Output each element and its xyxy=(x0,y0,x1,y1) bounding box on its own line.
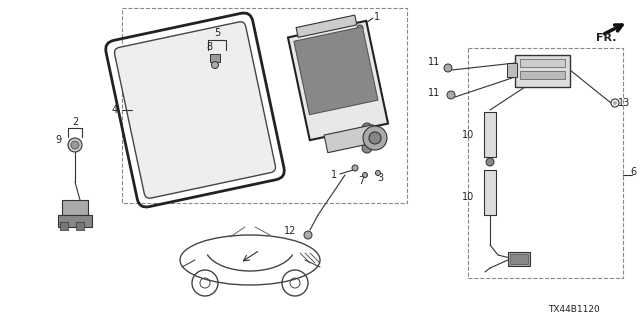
Circle shape xyxy=(444,64,452,72)
Bar xyxy=(58,215,92,227)
Text: 11: 11 xyxy=(428,88,440,98)
Circle shape xyxy=(352,165,358,171)
Circle shape xyxy=(611,99,619,107)
Circle shape xyxy=(447,91,455,99)
Text: 9: 9 xyxy=(56,135,62,145)
Circle shape xyxy=(613,101,617,105)
Bar xyxy=(520,71,565,79)
Bar xyxy=(520,59,565,67)
Text: 1: 1 xyxy=(374,12,380,22)
Circle shape xyxy=(363,126,387,150)
Bar xyxy=(210,54,220,62)
Circle shape xyxy=(71,141,79,149)
Text: 1: 1 xyxy=(331,170,337,180)
Bar xyxy=(507,63,517,77)
Circle shape xyxy=(68,138,82,152)
Text: 4: 4 xyxy=(112,105,118,115)
Bar xyxy=(484,112,496,157)
Circle shape xyxy=(211,61,218,68)
Text: 11: 11 xyxy=(428,57,440,67)
Bar xyxy=(76,222,84,230)
Text: 7: 7 xyxy=(358,176,364,186)
Circle shape xyxy=(362,143,372,153)
Text: 10: 10 xyxy=(461,192,474,202)
Text: FR.: FR. xyxy=(596,33,616,43)
Bar xyxy=(296,15,357,37)
Bar xyxy=(484,170,496,215)
Bar xyxy=(508,252,530,266)
Circle shape xyxy=(486,158,494,166)
Bar xyxy=(60,222,68,230)
Bar xyxy=(324,125,377,153)
Text: 2: 2 xyxy=(72,117,78,127)
Bar xyxy=(515,55,570,87)
Text: 8: 8 xyxy=(206,42,212,52)
Circle shape xyxy=(369,132,381,144)
Circle shape xyxy=(357,25,363,31)
Circle shape xyxy=(362,123,372,133)
Text: 10: 10 xyxy=(461,130,474,140)
Circle shape xyxy=(304,231,312,239)
Circle shape xyxy=(376,171,381,175)
FancyBboxPatch shape xyxy=(115,22,275,198)
Bar xyxy=(468,48,623,278)
Bar xyxy=(122,8,407,203)
Bar xyxy=(62,200,88,215)
Text: 3: 3 xyxy=(377,173,383,183)
Text: 12: 12 xyxy=(284,226,296,236)
Text: TX44B1120: TX44B1120 xyxy=(548,306,600,315)
Text: 6: 6 xyxy=(630,167,636,177)
Text: 5: 5 xyxy=(214,28,220,38)
FancyBboxPatch shape xyxy=(288,21,388,140)
Text: 13: 13 xyxy=(618,98,630,108)
Circle shape xyxy=(362,172,367,178)
Bar xyxy=(510,254,528,264)
Bar xyxy=(294,27,378,115)
